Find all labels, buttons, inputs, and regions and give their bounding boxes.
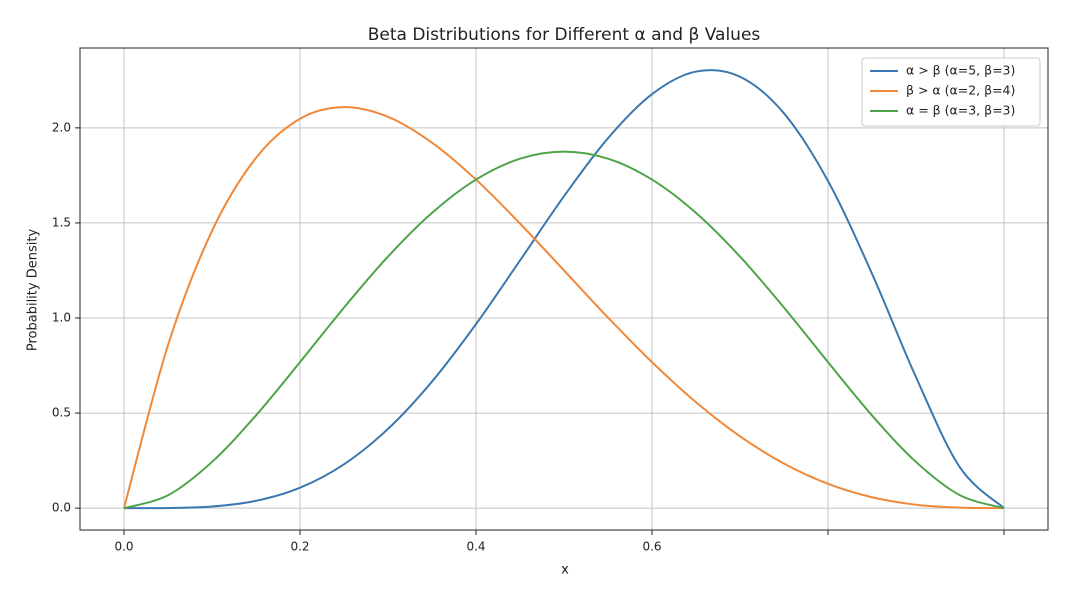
x-tick-label: 0.6 bbox=[642, 540, 661, 554]
line-series bbox=[123, 106, 1005, 510]
x-tick-label: 0.4 bbox=[466, 540, 485, 554]
plot-frame bbox=[79, 47, 1049, 531]
legend-box bbox=[861, 57, 1041, 127]
y-tick-label: 1.5 bbox=[52, 215, 71, 229]
legend-label: α = β (α=3, β=3) bbox=[906, 103, 1015, 118]
y-axis-label: Probability Density bbox=[26, 229, 41, 352]
y-tick-label: 0.5 bbox=[52, 406, 71, 420]
legend-label: α > β (α=5, β=3) bbox=[906, 63, 1015, 78]
y-tick-label: 2.0 bbox=[52, 120, 71, 134]
x-tick-label: 0.0 bbox=[114, 540, 133, 554]
y-tick-label: 0.0 bbox=[52, 501, 71, 515]
x-axis-label: x bbox=[561, 563, 569, 578]
line-series bbox=[123, 69, 1005, 510]
legend-label: β > α (α=2, β=4) bbox=[906, 83, 1015, 98]
chart-title: Beta Distributions for Different α and β… bbox=[368, 25, 761, 45]
y-tick-label: 1.0 bbox=[52, 310, 71, 324]
x-tick-label: 0.2 bbox=[290, 540, 309, 554]
line-series bbox=[123, 150, 1005, 510]
